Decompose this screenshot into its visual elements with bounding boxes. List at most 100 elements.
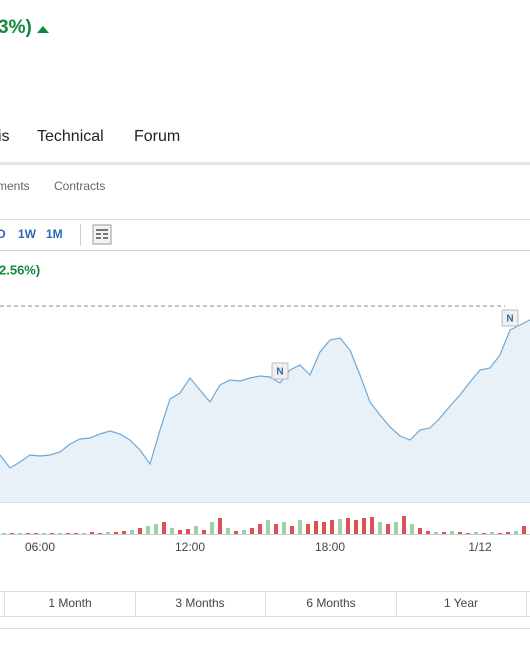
volume-bar xyxy=(354,520,358,534)
x-tick-label: 12:00 xyxy=(175,540,205,554)
table-icon[interactable] xyxy=(92,224,112,245)
volume-bar xyxy=(498,533,502,534)
volume-bar xyxy=(346,518,350,534)
volume-bar xyxy=(506,532,510,534)
news-marker-label: N xyxy=(276,367,283,378)
volume-bar xyxy=(482,533,486,534)
volume-bar xyxy=(298,520,302,534)
x-tick-label: 1/12 xyxy=(468,540,492,554)
volume-bar xyxy=(10,533,14,534)
price-change: 3%) xyxy=(0,17,32,38)
volume-bar xyxy=(266,520,270,534)
volume-bar xyxy=(162,522,166,534)
volume-bar xyxy=(426,531,430,534)
chart-subtitle: 2.56%) xyxy=(0,262,40,277)
border xyxy=(265,591,266,617)
volume-bar xyxy=(26,533,30,534)
chart: 06:00 12:00 18:00 1/12 N N xyxy=(0,309,530,554)
border xyxy=(526,591,527,617)
volume-bar xyxy=(338,519,342,534)
icon-line xyxy=(103,237,108,239)
volume-bar xyxy=(362,518,366,534)
range-button[interactable]: 1 Year xyxy=(444,596,478,610)
volume-bar xyxy=(202,530,206,534)
volume-bar xyxy=(146,526,150,534)
range-button[interactable]: 1 Month xyxy=(48,596,91,610)
tab[interactable]: Forum xyxy=(134,128,180,145)
volume-bar xyxy=(306,524,310,534)
volume-bar xyxy=(58,533,62,534)
volume-bar xyxy=(378,522,382,534)
range-button[interactable]: 6 Months xyxy=(306,596,355,610)
subtab[interactable]: ments xyxy=(0,179,30,193)
volume-bar xyxy=(442,532,446,534)
volume-bar xyxy=(322,522,326,534)
subtab[interactable]: Contracts xyxy=(54,179,105,193)
price-line xyxy=(0,319,530,469)
volume-bar xyxy=(210,522,214,534)
volume-bar xyxy=(50,533,54,534)
volume-bar xyxy=(258,524,262,534)
volume-bar xyxy=(250,528,254,534)
volume-bar xyxy=(226,528,230,534)
volume-bar xyxy=(402,516,406,534)
volume-bar xyxy=(66,533,70,534)
timeframe[interactable]: D xyxy=(0,227,6,241)
timeframe[interactable]: 1M xyxy=(46,227,63,241)
x-tick-label: 18:00 xyxy=(315,540,345,554)
volume-bar xyxy=(522,526,526,534)
border xyxy=(4,591,5,617)
icon-line xyxy=(103,233,108,235)
volume-bar xyxy=(314,521,318,534)
news-marker xyxy=(271,362,289,380)
separator xyxy=(80,224,81,246)
volume-bar xyxy=(330,520,334,534)
volume-bar xyxy=(242,530,246,534)
tab-divider xyxy=(0,162,530,165)
divider xyxy=(0,502,530,503)
volume-bar xyxy=(274,524,278,534)
tab[interactable]: is xyxy=(0,128,10,145)
volume-bar xyxy=(490,532,494,534)
volume-bar xyxy=(74,533,78,534)
volume-bar xyxy=(122,531,126,534)
volume-bar xyxy=(234,531,238,534)
news-marker-label: N xyxy=(506,314,513,325)
volume-bar xyxy=(282,522,286,534)
border xyxy=(396,591,397,617)
volume-bar xyxy=(186,529,190,534)
x-tick-label: 06:00 xyxy=(25,540,55,554)
volume-bar xyxy=(418,528,422,534)
volume-bar xyxy=(458,532,462,534)
volume-bar xyxy=(170,528,174,534)
volume-bar xyxy=(290,526,294,534)
volume-bar xyxy=(106,532,110,534)
x-axis xyxy=(0,534,530,535)
volume-bar xyxy=(194,526,198,534)
volume-bar xyxy=(34,533,38,534)
divider xyxy=(0,628,530,629)
icon-line xyxy=(96,233,101,235)
volume-bar xyxy=(138,528,142,534)
divider xyxy=(0,250,530,251)
icon-line xyxy=(96,229,108,231)
volume-bar xyxy=(370,517,374,534)
range-button[interactable]: 3 Months xyxy=(175,596,224,610)
volume-bar xyxy=(474,532,478,534)
volume-bar xyxy=(450,531,454,534)
divider xyxy=(0,219,530,220)
volume-bar xyxy=(2,533,6,534)
area xyxy=(0,320,530,502)
timeframe[interactable]: 1W xyxy=(18,227,37,241)
volume-bar xyxy=(90,532,94,534)
volume-bar xyxy=(42,533,46,534)
volume-bar xyxy=(154,524,158,534)
volume-bar xyxy=(434,532,438,534)
volume-bar xyxy=(386,524,390,534)
tab[interactable]: Technical xyxy=(37,128,104,145)
border xyxy=(135,591,136,617)
volume-bar xyxy=(114,532,118,534)
volume-bar xyxy=(466,533,470,534)
icon-line xyxy=(96,237,101,239)
